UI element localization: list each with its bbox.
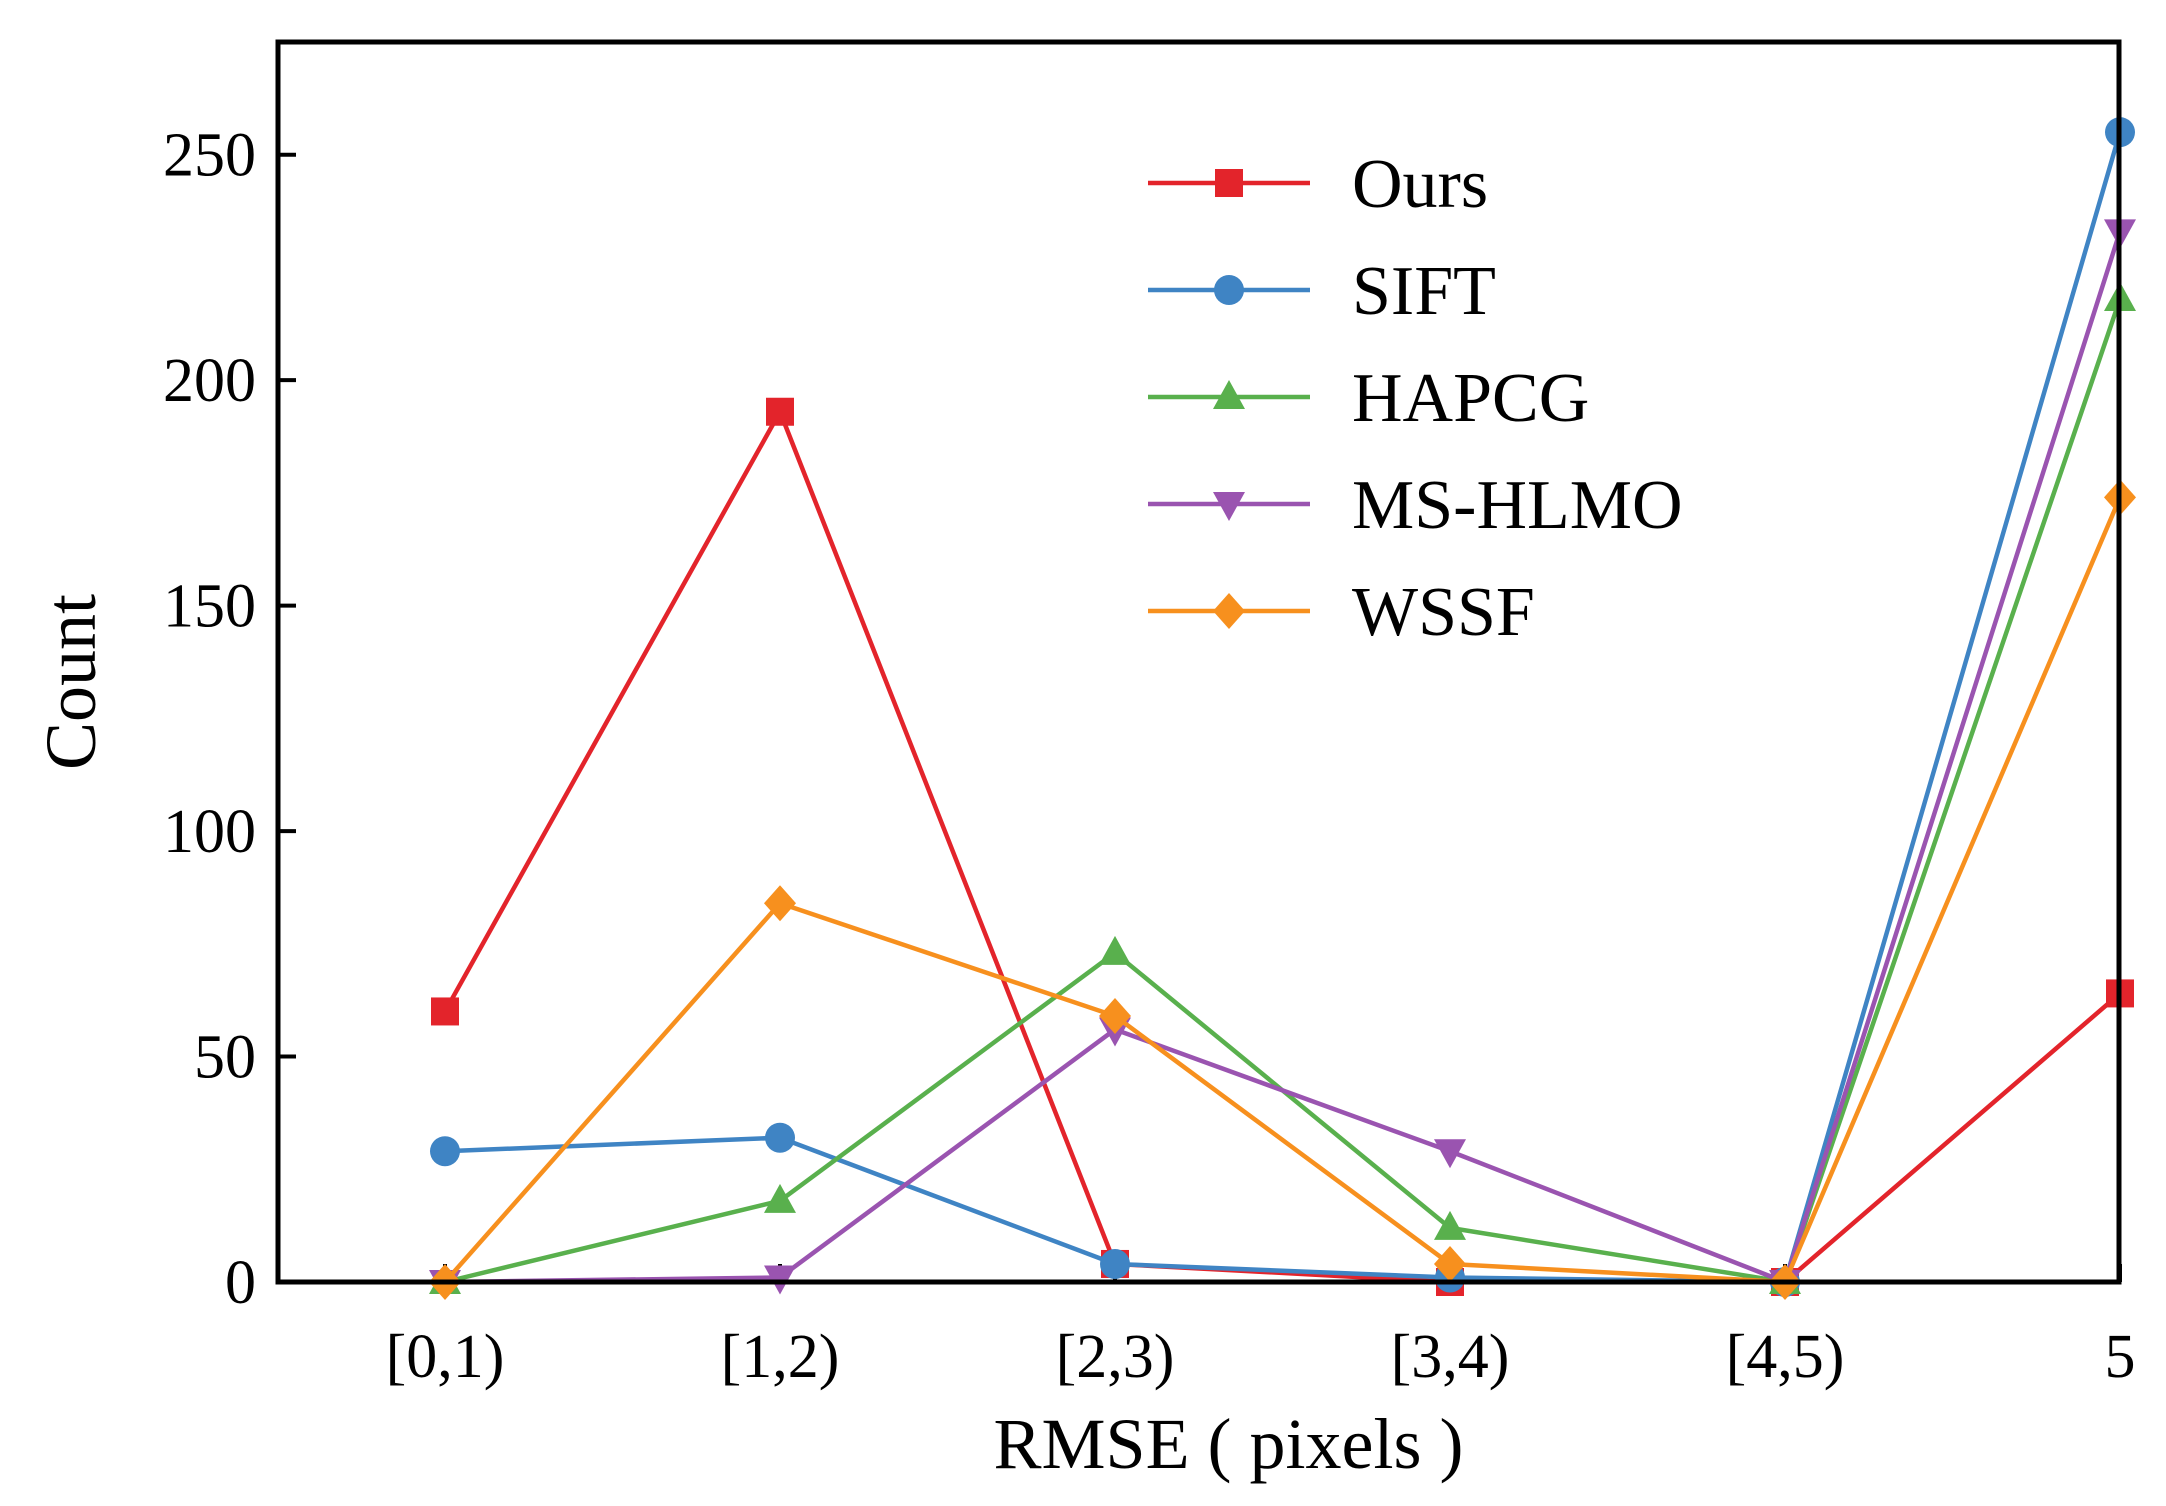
data-point-ours <box>431 997 459 1026</box>
x-tick-label: [1,2) <box>721 1323 840 1391</box>
data-point-wssf <box>1099 997 1131 1034</box>
y-tick-label: 0 <box>225 1249 256 1317</box>
x-tick-label: [3,4) <box>1391 1323 1510 1391</box>
series-line-sift <box>444 131 2123 1285</box>
legend-marker <box>1213 492 1245 521</box>
x-tick-label: [0,1) <box>386 1323 505 1391</box>
plot-frame <box>275 39 2122 1285</box>
y-tick-label: 150 <box>163 573 256 641</box>
data-point-wssf <box>764 885 796 922</box>
legend-label: Ours <box>1352 146 1488 223</box>
y-axis-title: Count <box>31 594 111 770</box>
legend-label: MS-HLMO <box>1352 467 1683 544</box>
x-tick-label: 5 <box>2105 1323 2136 1391</box>
data-point-ms-hlmo <box>1434 1139 1466 1169</box>
legend-label: SIFT <box>1352 253 1496 330</box>
legend-entry-ours: Ours <box>1148 146 1488 223</box>
data-point-sift <box>765 1122 795 1153</box>
legend-label: WSSF <box>1352 574 1535 651</box>
data-point-hapcg <box>1099 935 1131 965</box>
y-tick-label: 50 <box>194 1024 256 1092</box>
data-point-hapcg <box>764 1183 796 1213</box>
data-point-hapcg <box>1434 1210 1466 1240</box>
data-point-sift <box>1100 1248 1130 1279</box>
series-layer <box>429 117 2136 1300</box>
series-line-wssf <box>443 496 2123 1285</box>
y-tick-label: 200 <box>163 347 256 415</box>
legend-marker <box>1213 593 1245 629</box>
ticks-layer: 0 50 100 150 200 250 [0,1) [1,2) [2,3) [3,4) [4,5)… <box>163 122 2136 1391</box>
series-line-ours <box>443 409 2122 1285</box>
data-point-sift <box>430 1136 460 1167</box>
legend-marker <box>1215 169 1243 197</box>
data-point-wssf <box>1434 1245 1466 1282</box>
x-tick-label: [4,5) <box>1726 1323 1845 1391</box>
y-tick-label: 250 <box>163 122 256 190</box>
data-point-ours <box>766 397 794 426</box>
legend-entry-wssf: WSSF <box>1148 574 1535 651</box>
legend-entry-ms-hlmo: MS-HLMO <box>1148 467 1683 544</box>
legend-entry-sift: SIFT <box>1148 253 1496 330</box>
legend: Ours SIFT HAPCG MS-HLMO WSSF <box>1148 146 1683 651</box>
x-tick-label: [2,3) <box>1056 1323 1175 1391</box>
y-tick-label: 100 <box>163 798 256 866</box>
legend-label: HAPCG <box>1352 360 1589 437</box>
x-axis-title: RMSE ( pixels ) <box>993 1404 1463 1484</box>
legend-entry-hapcg: HAPCG <box>1148 360 1589 437</box>
legend-marker <box>1214 275 1244 305</box>
series-line-ms-hlmo <box>444 230 2123 1285</box>
legend-marker <box>1213 380 1245 409</box>
